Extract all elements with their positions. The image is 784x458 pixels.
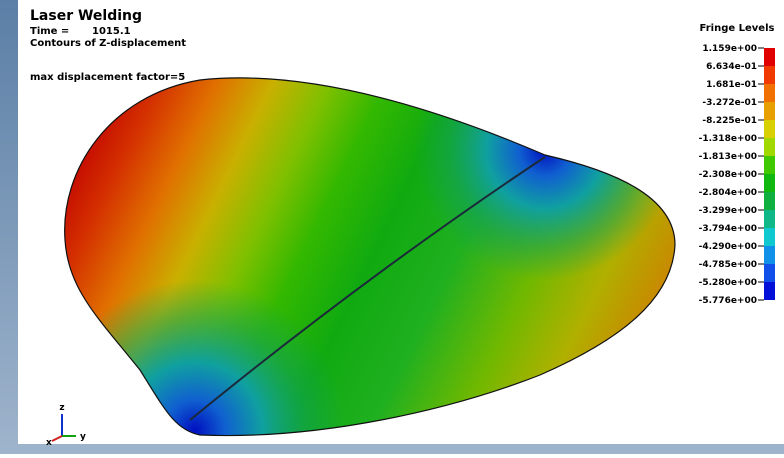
fringe-swatch: [764, 210, 775, 228]
fringe-swatch: [764, 174, 775, 192]
fringe-swatch: [764, 228, 775, 246]
fringe-level: 1.681e-01: [706, 80, 757, 90]
title: Laser Welding: [30, 8, 142, 24]
fringe-level: -2.308e+00: [699, 170, 757, 180]
fringe-swatch: [764, 264, 775, 282]
legend-title: Fringe Levels: [700, 23, 775, 34]
fringe-swatch: [764, 282, 775, 300]
fringe-swatch: [764, 84, 775, 102]
fringe-level: 1.159e+00: [702, 44, 757, 54]
fringe-swatch: [764, 138, 775, 156]
fringe-swatch: [764, 246, 775, 264]
fringe-swatch: [764, 120, 775, 138]
triad-z: z: [59, 403, 64, 413]
fringe-swatch: [764, 192, 775, 210]
fringe-level: -1.813e+00: [699, 152, 757, 162]
fringe-swatch: [764, 156, 775, 174]
fringe-level: -3.794e+00: [699, 224, 757, 234]
fringe-level: -3.272e-01: [702, 98, 757, 108]
fringe-level: -4.785e+00: [699, 260, 757, 270]
time-label: Time =: [30, 26, 69, 37]
fringe-level: -4.290e+00: [699, 242, 757, 252]
triad-x: x: [46, 438, 52, 448]
triad-y: y: [80, 432, 86, 442]
subtitle: Contours of Z-displacement: [30, 38, 186, 49]
fringe-level: -5.280e+00: [699, 278, 757, 288]
fringe-level: -8.225e-01: [702, 116, 757, 126]
fringe-level: -5.776e+00: [699, 296, 757, 306]
fringe-level: -3.299e+00: [699, 206, 757, 216]
fringe-swatch: [764, 48, 775, 66]
fringe-level: -1.318e+00: [699, 134, 757, 144]
triad: [51, 414, 76, 442]
fringe-swatch: [764, 102, 775, 120]
fringe-level: -2.804e+00: [699, 188, 757, 198]
time-value: 1015.1: [92, 26, 131, 37]
fringe-level: 6.634e-01: [706, 62, 757, 72]
fringe-swatch: [764, 66, 775, 84]
weld-line: [189, 156, 546, 421]
note: max displacement factor=5: [30, 72, 185, 83]
legend: 1.159e+00 6.634e-01 1.681e-01 -3.272e-01 -8.…: [699, 44, 775, 306]
